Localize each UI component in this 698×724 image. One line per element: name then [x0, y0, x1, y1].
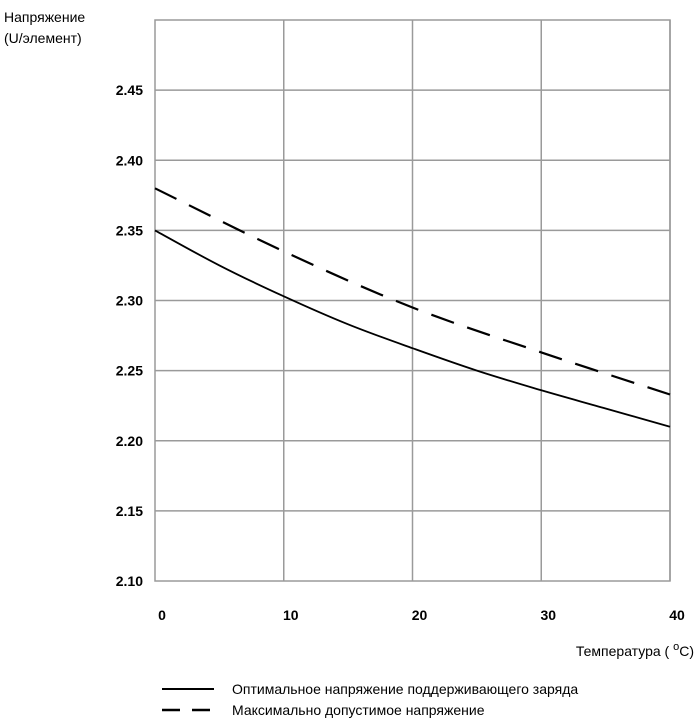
y-tick-label: 2.35: [116, 222, 143, 238]
x-tick-label: 0: [158, 607, 166, 623]
series-line-max: [154, 187, 671, 396]
y-tick-label: 2.10: [116, 573, 143, 589]
grid: [154, 19, 671, 582]
y-tick-label: 2.25: [116, 363, 143, 379]
legend-label-max: Максимально допустимое напряжение: [232, 702, 485, 718]
legend: Оптимальное напряжение поддерживающего з…: [162, 681, 578, 718]
x-axis-label: Температура ( oC): [576, 641, 694, 659]
y-tick-label: 2.30: [116, 293, 143, 309]
series-line-optimal: [154, 229, 671, 428]
x-tick-labels: 0 10 20 30 40: [158, 607, 685, 623]
y-tick-label: 2.15: [116, 503, 143, 519]
x-tick-label: 40: [669, 607, 685, 623]
y-tick-label: 2.45: [116, 82, 143, 98]
x-tick-label: 10: [283, 607, 299, 623]
y-axis-label-line2: (U/элемент): [4, 30, 82, 46]
y-tick-labels: 2.10 2.15 2.20 2.25 2.30 2.35 2.40 2.45: [116, 82, 143, 589]
y-axis-label-line1: Напряжение: [4, 9, 85, 25]
legend-label-optimal: Оптимальное напряжение поддерживающего з…: [232, 681, 578, 697]
y-tick-label: 2.20: [116, 433, 143, 449]
series-lines: [154, 187, 671, 428]
x-tick-label: 30: [540, 607, 556, 623]
y-tick-label: 2.40: [116, 152, 143, 168]
x-tick-label: 20: [412, 607, 428, 623]
